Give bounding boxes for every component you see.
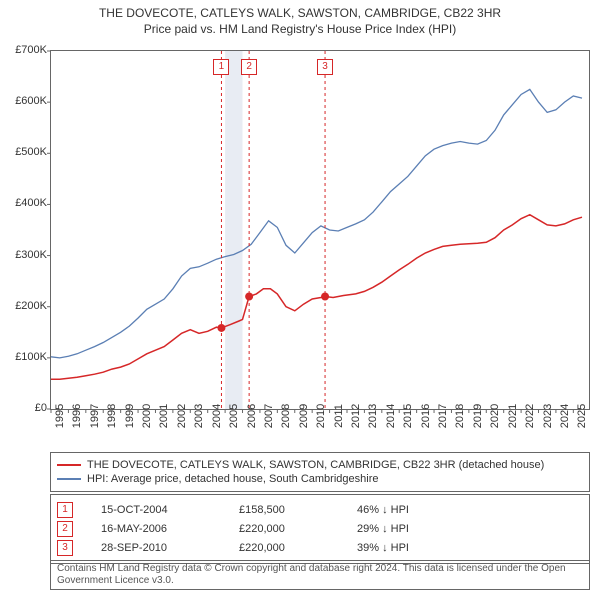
chart-event-marker-2: 2 bbox=[241, 59, 257, 75]
x-tick-label: 2025 bbox=[576, 404, 588, 428]
x-tick-label: 2022 bbox=[524, 404, 536, 428]
y-tick-label: £200K bbox=[2, 300, 47, 312]
x-tick-label: 2011 bbox=[333, 404, 345, 428]
title-block: THE DOVECOTE, CATLEYS WALK, SAWSTON, CAM… bbox=[0, 0, 600, 36]
chart-plot-area: 12 3 bbox=[50, 50, 590, 410]
x-tick-label: 1999 bbox=[124, 404, 136, 428]
x-tick-label: 2008 bbox=[280, 404, 292, 428]
y-tick-label: £600K bbox=[2, 95, 47, 107]
x-tick-label: 2010 bbox=[315, 404, 327, 428]
event-price-3: £220,000 bbox=[239, 542, 329, 554]
y-tick-label: £400K bbox=[2, 197, 47, 209]
legend-label-hpi: HPI: Average price, detached house, Sout… bbox=[87, 473, 378, 485]
chart-event-marker-1: 1 bbox=[213, 59, 229, 75]
chart-container: THE DOVECOTE, CATLEYS WALK, SAWSTON, CAM… bbox=[0, 0, 600, 590]
y-tick-label: £500K bbox=[2, 146, 47, 158]
events-table: 1 15-OCT-2004 £158,500 46% ↓ HPI 2 16-MA… bbox=[50, 494, 590, 564]
x-tick-label: 2001 bbox=[158, 404, 170, 428]
x-tick-label: 2020 bbox=[489, 404, 501, 428]
x-tick-label: 2015 bbox=[402, 404, 414, 428]
x-tick-label: 2013 bbox=[367, 404, 379, 428]
x-tick-label: 1995 bbox=[54, 404, 66, 428]
x-tick-label: 2003 bbox=[193, 404, 205, 428]
event-diff-1: 46% ↓ HPI bbox=[357, 504, 583, 516]
event-price-1: £158,500 bbox=[239, 504, 329, 516]
x-tick-label: 2014 bbox=[385, 404, 397, 428]
x-tick-label: 2006 bbox=[246, 404, 258, 428]
title-line-1: THE DOVECOTE, CATLEYS WALK, SAWSTON, CAM… bbox=[0, 6, 600, 20]
x-tick-label: 2002 bbox=[176, 404, 188, 428]
legend-item-price-paid: THE DOVECOTE, CATLEYS WALK, SAWSTON, CAM… bbox=[57, 459, 583, 471]
x-tick-label: 2004 bbox=[211, 404, 223, 428]
legend-box: THE DOVECOTE, CATLEYS WALK, SAWSTON, CAM… bbox=[50, 452, 590, 492]
event-date-1: 15-OCT-2004 bbox=[101, 504, 211, 516]
x-tick-label: 2021 bbox=[507, 404, 519, 428]
legend-swatch-price-paid bbox=[57, 464, 81, 466]
event-row: 3 28-SEP-2010 £220,000 39% ↓ HPI bbox=[57, 540, 583, 556]
chart-event-marker-3: 3 bbox=[317, 59, 333, 75]
y-tick-label: £100K bbox=[2, 351, 47, 363]
attribution-text: Contains HM Land Registry data © Crown c… bbox=[57, 563, 566, 586]
x-tick-label: 2023 bbox=[542, 404, 554, 428]
event-marker-2: 2 bbox=[57, 521, 73, 537]
x-tick-label: 2019 bbox=[472, 404, 484, 428]
y-tick-label: £300K bbox=[2, 249, 47, 261]
x-tick-label: 2007 bbox=[263, 404, 275, 428]
legend-label-price-paid: THE DOVECOTE, CATLEYS WALK, SAWSTON, CAM… bbox=[87, 459, 544, 471]
x-tick-label: 2012 bbox=[350, 404, 362, 428]
event-date-3: 28-SEP-2010 bbox=[101, 542, 211, 554]
y-tick-label: £700K bbox=[2, 44, 47, 56]
event-row: 1 15-OCT-2004 £158,500 46% ↓ HPI bbox=[57, 502, 583, 518]
x-tick-label: 2000 bbox=[141, 404, 153, 428]
event-diff-3: 39% ↓ HPI bbox=[357, 542, 583, 554]
event-marker-3: 3 bbox=[57, 540, 73, 556]
x-tick-label: 1996 bbox=[71, 404, 83, 428]
event-date-2: 16-MAY-2006 bbox=[101, 523, 211, 535]
title-line-2: Price paid vs. HM Land Registry's House … bbox=[0, 22, 600, 36]
x-tick-label: 2016 bbox=[420, 404, 432, 428]
event-diff-2: 29% ↓ HPI bbox=[357, 523, 583, 535]
event-marker-1: 1 bbox=[57, 502, 73, 518]
x-tick-label: 2009 bbox=[298, 404, 310, 428]
x-tick-label: 1997 bbox=[89, 404, 101, 428]
x-tick-label: 1998 bbox=[106, 404, 118, 428]
x-tick-label: 2018 bbox=[454, 404, 466, 428]
x-tick-label: 2024 bbox=[559, 404, 571, 428]
event-row: 2 16-MAY-2006 £220,000 29% ↓ HPI bbox=[57, 521, 583, 537]
legend-item-hpi: HPI: Average price, detached house, Sout… bbox=[57, 473, 583, 485]
x-tick-label: 2005 bbox=[228, 404, 240, 428]
event-price-2: £220,000 bbox=[239, 523, 329, 535]
y-tick-label: £0 bbox=[2, 402, 47, 414]
chart-svg bbox=[51, 51, 589, 409]
legend-swatch-hpi bbox=[57, 478, 81, 480]
attribution-box: Contains HM Land Registry data © Crown c… bbox=[50, 560, 590, 590]
x-tick-label: 2017 bbox=[437, 404, 449, 428]
